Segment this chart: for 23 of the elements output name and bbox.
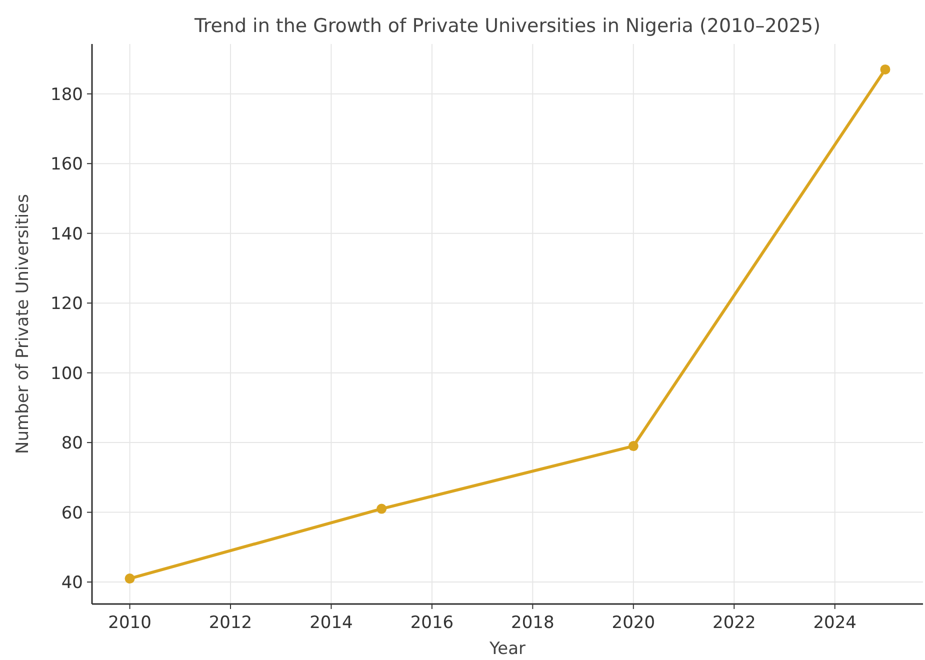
x-tick-label: 2024: [813, 613, 856, 633]
y-tick-label: 40: [61, 573, 83, 594]
y-tick-label: 100: [50, 364, 83, 384]
x-tick-label: 2020: [612, 613, 656, 633]
x-tick-label: 2022: [712, 613, 756, 633]
x-tick-label: 2014: [310, 613, 353, 633]
point: [124, 574, 135, 584]
y-tick-label: 80: [61, 434, 83, 454]
point: [880, 64, 890, 74]
point: [628, 441, 638, 452]
x-tick-label: 2012: [208, 613, 252, 633]
y-tick-label: 60: [61, 503, 83, 524]
chart-title: Trend in the Growth of Private Universities in Nigeria (2010–2025): [194, 15, 820, 37]
x-tick-label: 2018: [511, 613, 554, 633]
y-axis-title: Number of Private Universities: [13, 194, 33, 454]
y-tick-label: 140: [50, 224, 83, 244]
y-tick-label: 120: [50, 294, 83, 314]
point: [376, 504, 387, 514]
x-axis-title: Year: [488, 639, 526, 659]
x-tick-label: 2016: [410, 613, 454, 633]
x-tick-label: 2010: [108, 613, 152, 633]
y-tick-label: 180: [50, 84, 83, 105]
y-tick-label: 160: [50, 154, 83, 175]
